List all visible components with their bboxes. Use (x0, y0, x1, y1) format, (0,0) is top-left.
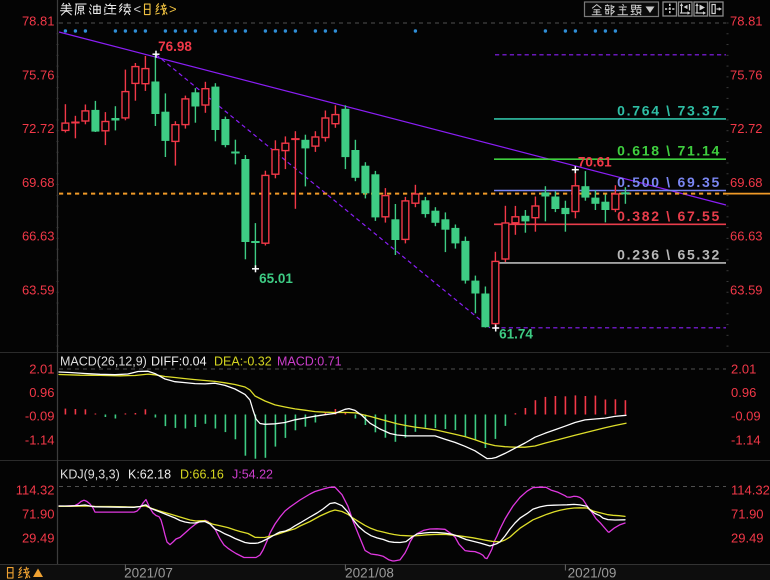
svg-text:78.81: 78.81 (730, 14, 763, 29)
svg-text:0.96: 0.96 (731, 385, 756, 400)
svg-text:61.74: 61.74 (499, 327, 533, 342)
svg-text:K:62.18: K:62.18 (128, 468, 171, 482)
svg-text:-1.14: -1.14 (25, 432, 55, 447)
svg-text:-0.09: -0.09 (25, 409, 55, 424)
svg-text:66.63: 66.63 (730, 229, 763, 244)
svg-text:-0.09: -0.09 (731, 409, 761, 424)
svg-text:MACD(26,12,9): MACD(26,12,9) (60, 355, 147, 369)
svg-text:78.81: 78.81 (22, 14, 55, 29)
svg-text:>: > (169, 2, 177, 17)
svg-text:75.76: 75.76 (22, 67, 55, 82)
svg-text:0.382 \ 67.55: 0.382 \ 67.55 (617, 208, 721, 224)
svg-text:2021/08: 2021/08 (345, 566, 394, 580)
svg-text:DEA:-0.32: DEA:-0.32 (214, 355, 272, 369)
svg-text:71.90: 71.90 (731, 506, 764, 521)
svg-text:69.68: 69.68 (22, 175, 55, 190)
svg-text:2021/09: 2021/09 (568, 566, 617, 580)
svg-text:29.49: 29.49 (731, 530, 764, 545)
svg-text:0.764 \ 73.37: 0.764 \ 73.37 (617, 102, 721, 118)
svg-text:2.01: 2.01 (29, 362, 54, 377)
svg-text:0.96: 0.96 (29, 385, 54, 400)
svg-text:72.72: 72.72 (730, 121, 763, 136)
svg-text:KDJ(9,3,3): KDJ(9,3,3) (60, 468, 120, 482)
svg-text:70.61: 70.61 (578, 154, 612, 169)
svg-text:0.236 \ 65.32: 0.236 \ 65.32 (617, 246, 721, 262)
svg-text:0.618 \ 71.14: 0.618 \ 71.14 (617, 143, 721, 159)
svg-text:D:66.16: D:66.16 (180, 468, 224, 482)
svg-text:114.32: 114.32 (731, 482, 770, 497)
svg-text:71.90: 71.90 (22, 506, 55, 521)
svg-text:MACD:0.71: MACD:0.71 (277, 355, 342, 369)
svg-text:114.32: 114.32 (16, 482, 55, 497)
svg-text:65.01: 65.01 (259, 271, 293, 286)
svg-text:63.59: 63.59 (22, 283, 55, 298)
svg-text:<: < (134, 2, 142, 17)
svg-text:76.98: 76.98 (158, 39, 192, 54)
svg-text:29.49: 29.49 (22, 530, 55, 545)
svg-text:63.59: 63.59 (730, 283, 763, 298)
svg-text:72.72: 72.72 (22, 121, 55, 136)
svg-text:75.76: 75.76 (730, 67, 763, 82)
svg-text:DIFF:0.04: DIFF:0.04 (151, 355, 207, 369)
svg-text:2.01: 2.01 (731, 362, 756, 377)
svg-text:66.63: 66.63 (22, 229, 55, 244)
svg-text:2021/07: 2021/07 (124, 566, 173, 580)
svg-text:-1.14: -1.14 (731, 432, 761, 447)
svg-text:J:54.22: J:54.22 (232, 468, 273, 482)
svg-text:0.500 \ 69.35: 0.500 \ 69.35 (617, 174, 721, 190)
svg-text:69.68: 69.68 (730, 175, 763, 190)
